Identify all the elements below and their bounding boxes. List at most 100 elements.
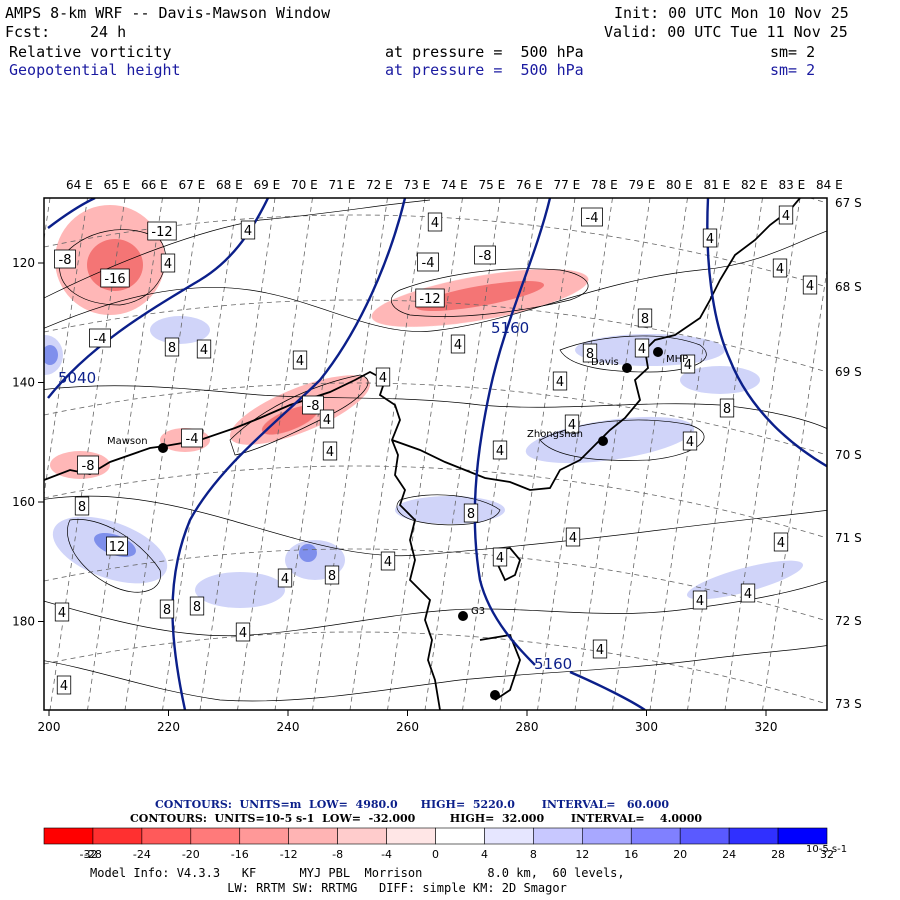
field2-smoothing: sm= 2: [770, 61, 816, 79]
parallel-line: [44, 548, 827, 622]
vorticity-label: 4: [492, 547, 508, 567]
vorticity-label: 4: [802, 275, 818, 295]
positive-vorticity-region: [195, 572, 285, 608]
longitude-label: 74 E: [441, 178, 468, 192]
x-tick-label: 200: [38, 720, 61, 734]
colorbar-tick: 4: [481, 848, 488, 861]
svg-text:4: 4: [776, 262, 784, 277]
vorticity-label: 4: [56, 675, 72, 695]
vorticity-contour-labels: -12 -8 -16 4 -4 8 4 4 4 -4 -4 -8 -12 4 4 4 8 8 4 4 4 4 -8 4 -4 -8…: [54, 205, 818, 695]
vorticity-map: 64 E 65 E 66 E 67 E 68 E 69 E 70 E 71 E 72 E 73 E…: [12, 178, 862, 734]
colorbar-box: [484, 827, 534, 845]
colorbar-tick: -12: [280, 848, 298, 861]
colorbar-box: [582, 827, 632, 845]
colorbar-tick: -16: [231, 848, 249, 861]
colorbar-units: 10-5 s-1: [806, 844, 848, 855]
height-label: 5160: [534, 655, 572, 673]
svg-text:4: 4: [281, 572, 289, 587]
x-tick-label: 300: [635, 720, 658, 734]
vorticity-label: 8: [164, 337, 180, 357]
longitude-label: 71 E: [329, 178, 356, 192]
meridian-line: [649, 198, 726, 710]
y-tick-label: 180: [12, 615, 35, 629]
field2-pressure: at pressure = 500 hPa: [385, 61, 584, 79]
svg-text:4: 4: [777, 536, 785, 551]
vorticity-label: 4: [240, 220, 256, 240]
vorticity-label: 4: [380, 551, 396, 571]
vorticity-label: 8: [159, 599, 175, 619]
x-tick-label: 220: [157, 720, 180, 734]
positive-vorticity-core-region: [44, 345, 58, 365]
height-contour-labels: 5040 5160 5160: [58, 319, 572, 673]
latitude-labels: 67 S 68 S 69 S 70 S 71 S 72 S 73 S: [835, 196, 862, 711]
meridian-line: [387, 198, 463, 710]
svg-text:8: 8: [193, 600, 201, 615]
vorticity-label: 8: [463, 503, 479, 523]
vorticity-label: 4: [292, 350, 308, 370]
svg-text:-4: -4: [586, 211, 599, 226]
x-axis-ticks: 200 220 240 260 280 300 320: [38, 710, 777, 734]
svg-text:8: 8: [723, 402, 731, 417]
latitude-label: 67 S: [835, 196, 862, 210]
colorbar-box: [533, 827, 583, 845]
vorticity-label: 4: [773, 532, 789, 552]
vorticity-label: 4: [427, 212, 443, 232]
vorticity-contours: [44, 199, 827, 702]
vorticity-label: 12: [106, 536, 128, 556]
vorticity-label: -4: [181, 428, 203, 448]
colorbar-tick: -8: [332, 848, 343, 861]
svg-text:8: 8: [586, 347, 594, 362]
svg-text:4: 4: [686, 435, 694, 450]
svg-text:4: 4: [496, 444, 504, 459]
longitude-labels: 64 E 65 E 66 E 67 E 68 E 69 E 70 E 71 E 72 E 73 E…: [66, 178, 843, 192]
longitude-label: 77 E: [554, 178, 581, 192]
colorbar-tick: 16: [624, 848, 638, 861]
vorticity-contour: [44, 645, 827, 702]
svg-text:-8: -8: [59, 253, 72, 268]
colorbar-tick: 24: [722, 848, 736, 861]
svg-text:4: 4: [323, 413, 331, 428]
positive-vorticity-region: [680, 366, 760, 394]
x-tick-label: 240: [277, 720, 300, 734]
vorticity-contour: [396, 494, 501, 526]
svg-text:4: 4: [596, 643, 604, 658]
colorbar-tick: 8: [530, 848, 537, 861]
svg-text:-8: -8: [307, 399, 320, 414]
vorticity-label: 4: [564, 414, 580, 434]
map-field: [44, 198, 827, 710]
svg-text:4: 4: [431, 216, 439, 231]
model-physics: LW: RRTM SW: RRTMG DIFF: simple KM: 2D S…: [90, 881, 567, 895]
longitude-label: 66 E: [141, 178, 168, 192]
colorbar-tick: 20: [673, 848, 687, 861]
model-info: Model Info: V4.3.3 KF MYJ PBL Morrison 8…: [90, 866, 625, 880]
svg-text:4: 4: [806, 279, 814, 294]
svg-text:12: 12: [109, 540, 126, 555]
height-label: 5160: [491, 319, 529, 337]
svg-text:4: 4: [239, 626, 247, 641]
vorticity-contour: [44, 495, 827, 557]
longitude-label: 67 E: [179, 178, 206, 192]
svg-text:4: 4: [782, 209, 790, 224]
vorticity-contour: [229, 374, 369, 456]
x-tick-label: 260: [396, 720, 419, 734]
vorticity-label: 4: [692, 590, 708, 610]
latitude-label: 72 S: [835, 614, 862, 628]
vorticity-label: -16: [100, 268, 130, 288]
vorticity-label: 4: [680, 354, 696, 374]
colorbar-box: [728, 827, 779, 845]
longitude-label: 70 E: [291, 178, 318, 192]
vorticity-label: 4: [778, 205, 794, 225]
svg-text:-12: -12: [419, 292, 440, 307]
svg-text:4: 4: [164, 257, 172, 272]
latitude-label: 69 S: [835, 365, 862, 379]
vorticity-contour-info: CONTOURS: UNITS=10-5 s-1 LOW= -32.000 HI…: [130, 812, 703, 825]
glacier-outline: [479, 633, 521, 701]
svg-text:4: 4: [296, 354, 304, 369]
svg-text:4: 4: [379, 371, 387, 386]
stations: Mawson Davis Zhongshan MHP G3: [107, 347, 688, 700]
vorticity-label: -4: [581, 207, 603, 227]
colorbar-box: [435, 827, 485, 845]
colorbar-box: [92, 827, 143, 845]
longitude-label: 84 E: [816, 178, 843, 192]
vorticity-label: 4: [450, 334, 466, 354]
